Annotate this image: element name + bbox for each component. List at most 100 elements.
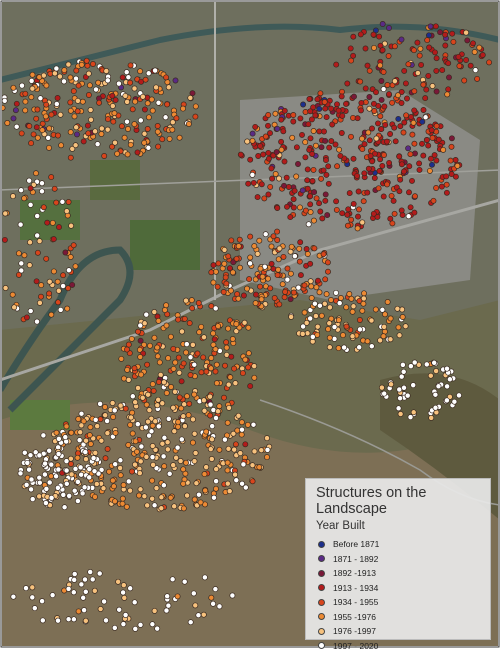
structure-point	[300, 331, 305, 336]
structure-point	[321, 168, 326, 173]
structure-point	[378, 114, 383, 119]
structure-point	[402, 120, 407, 125]
structure-point	[221, 395, 226, 400]
structure-point	[473, 68, 478, 73]
legend-label: Before 1871	[333, 539, 379, 549]
structure-point	[340, 211, 345, 216]
structure-point	[11, 85, 16, 90]
structure-point	[45, 220, 50, 225]
structure-point	[359, 100, 364, 105]
structure-point	[363, 86, 368, 91]
structure-point	[30, 595, 35, 600]
structure-point	[310, 178, 315, 183]
structure-point	[237, 265, 242, 270]
structure-point	[37, 239, 42, 244]
structure-point	[325, 213, 330, 218]
structure-point	[55, 279, 60, 284]
structure-point	[211, 495, 216, 500]
structure-point	[190, 440, 195, 445]
structure-point	[14, 101, 19, 106]
structure-point	[84, 58, 89, 63]
structure-point	[444, 398, 449, 403]
structure-point	[265, 276, 270, 281]
structure-point	[436, 384, 441, 389]
structure-point	[128, 586, 133, 591]
structure-point	[305, 331, 310, 336]
structure-point	[90, 61, 95, 66]
structure-point	[225, 468, 230, 473]
structure-point	[291, 197, 296, 202]
structure-point	[107, 469, 112, 474]
structure-point	[310, 334, 315, 339]
structure-point	[438, 30, 443, 35]
structure-point	[243, 357, 248, 362]
structure-point	[19, 83, 24, 88]
structure-point	[327, 305, 332, 310]
structure-point	[193, 450, 198, 455]
structure-point	[52, 186, 57, 191]
structure-point	[112, 408, 117, 413]
structure-point	[61, 79, 66, 84]
structure-point	[432, 360, 437, 365]
structure-point	[390, 221, 395, 226]
structure-point	[372, 108, 377, 113]
structure-point	[43, 114, 48, 119]
structure-point	[41, 205, 46, 210]
structure-point	[98, 401, 103, 406]
structure-point	[135, 422, 140, 427]
structure-point	[351, 201, 356, 206]
structure-point	[248, 261, 253, 266]
structure-point	[355, 116, 360, 121]
structure-point	[226, 254, 231, 259]
structure-point	[308, 210, 313, 215]
structure-point	[126, 75, 131, 80]
structure-point	[389, 382, 394, 387]
legend-swatch	[318, 584, 325, 591]
structure-point	[291, 119, 296, 124]
structure-point	[68, 100, 73, 105]
structure-point	[425, 38, 430, 43]
structure-point	[245, 422, 250, 427]
structure-point	[164, 303, 169, 308]
structure-point	[175, 424, 180, 429]
structure-point	[429, 162, 434, 167]
structure-point	[281, 254, 286, 259]
structure-point	[166, 85, 171, 90]
structure-point	[452, 399, 457, 404]
structure-point	[302, 283, 307, 288]
structure-point	[371, 45, 376, 50]
structure-point	[159, 495, 164, 500]
structure-point	[155, 129, 160, 134]
structure-point	[288, 249, 293, 254]
structure-point	[276, 267, 281, 272]
structure-point	[117, 607, 122, 612]
structure-point	[434, 123, 439, 128]
legend-swatch	[318, 541, 325, 548]
structure-point	[54, 430, 59, 435]
structure-point	[334, 62, 339, 67]
structure-point	[78, 465, 83, 470]
structure-point	[19, 261, 24, 266]
structure-point	[42, 472, 47, 477]
structure-point	[315, 97, 320, 102]
structure-point	[357, 327, 362, 332]
structure-point	[74, 125, 79, 130]
structure-point	[159, 506, 164, 511]
structure-point	[396, 406, 401, 411]
structure-point	[369, 344, 374, 349]
structure-point	[179, 437, 184, 442]
structure-point	[92, 469, 97, 474]
structure-point	[49, 474, 54, 479]
structure-point	[382, 104, 387, 109]
structure-point	[255, 195, 260, 200]
structure-point	[147, 343, 152, 348]
structure-point	[181, 361, 186, 366]
structure-point	[3, 211, 8, 216]
structure-point	[110, 400, 115, 405]
structure-point	[246, 351, 251, 356]
structure-point	[22, 450, 27, 455]
structure-point	[120, 496, 125, 501]
structure-point	[43, 461, 48, 466]
structure-point	[238, 451, 243, 456]
structure-point	[61, 283, 66, 288]
